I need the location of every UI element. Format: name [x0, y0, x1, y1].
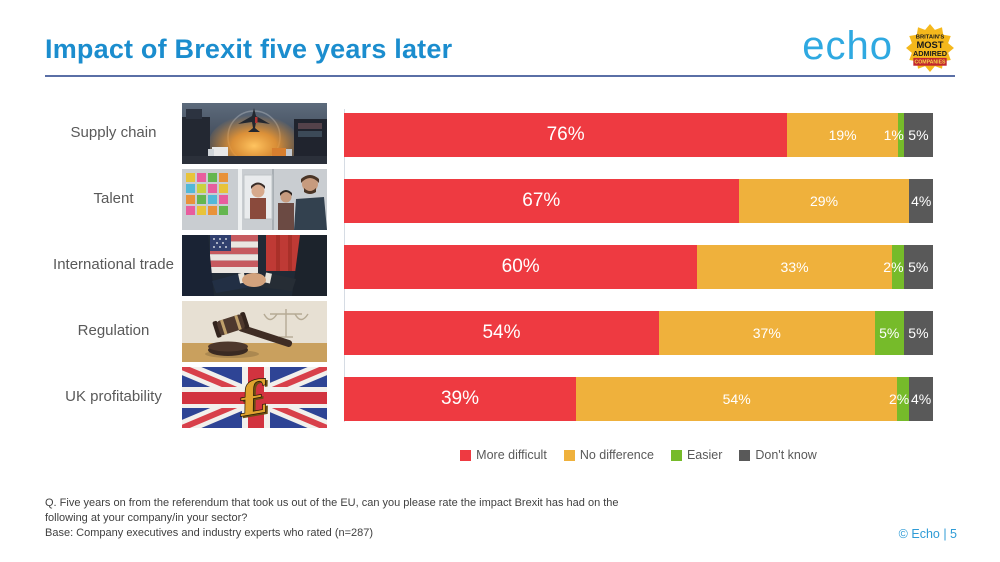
stacked-bar: 67% 29% 4% [344, 179, 933, 223]
svg-text:ADMIRED: ADMIRED [913, 49, 947, 58]
legend-swatch-icon [460, 449, 472, 461]
chart-row-international-trade: International trade [45, 235, 933, 296]
regulation-photo [182, 301, 327, 362]
bar-value-label: 2% [888, 391, 910, 407]
bar-value-label: 37% [752, 325, 781, 341]
brexit-impact-chart: Supply chain [45, 103, 933, 462]
legend-label: More difficult [476, 448, 547, 462]
uk-profitability-photo: £ £ [182, 367, 327, 428]
question-line-2: following at your company/in your sector… [45, 511, 248, 524]
logo-area: echo BRITAIN'S MOST ADMIRED COMPANIES [802, 24, 955, 72]
page-title: Impact of Brexit five years later [45, 34, 453, 64]
chart-row-talent: Talent [45, 169, 933, 230]
bar-segment: 60% [344, 245, 698, 289]
bar-segment: 2% [889, 377, 910, 421]
bar-segment: 2% [883, 245, 904, 289]
stacked-bar: 54% 37% 5% 5% [344, 311, 933, 355]
svg-text:BRITAIN'S: BRITAIN'S [916, 35, 945, 41]
chart-rows: Supply chain [45, 103, 933, 428]
category-label: Regulation [77, 322, 150, 340]
bar-value-label: 67% [522, 190, 561, 211]
footnote: Q. Five years on from the referendum tha… [45, 496, 619, 541]
bar-segment: 5% [903, 311, 933, 355]
legend-item: No difference [563, 448, 654, 462]
stacked-bar: 39% 54% 2% 4% [344, 377, 933, 421]
bar-value-label: 4% [910, 391, 932, 407]
bar-segment: 33% [697, 245, 892, 289]
svg-text:COMPANIES: COMPANIES [914, 60, 946, 66]
category-label: Talent [93, 190, 134, 208]
bar-segment: 76% [344, 113, 788, 157]
legend-label: No difference [579, 448, 654, 462]
base-note: Base: Company executives and industry ex… [45, 526, 374, 539]
bar-segment: 5% [874, 311, 904, 355]
chart-row-uk-profitability: UK profitability £ £ [45, 367, 933, 428]
stacked-bar: 60% 33% 2% 5% [344, 245, 933, 289]
legend-item: More difficult [460, 448, 547, 462]
chart-row-regulation: Regulation [45, 301, 933, 362]
legend-item: Don't know [739, 448, 817, 462]
legend-swatch-icon [670, 449, 682, 461]
talent-photo [182, 169, 327, 230]
international-trade-photo [182, 235, 327, 296]
chart-row-supply-chain: Supply chain [45, 103, 933, 164]
bar-segment: 4% [909, 179, 933, 223]
legend-label: Don't know [755, 448, 817, 462]
legend: More difficult No difference Easier Don't k… [344, 448, 933, 462]
page-reference: © Echo | 5 [898, 527, 957, 541]
bar-value-label: 76% [546, 124, 585, 145]
supply-chain-photo [182, 103, 327, 164]
bar-value-label: 33% [780, 259, 809, 275]
bar-segment: 37% [658, 311, 875, 355]
bar-segment: 29% [738, 179, 910, 223]
stacked-bar: 76% 19% 1% 5% [344, 113, 933, 157]
bar-value-label: 5% [908, 127, 929, 143]
bar-value-label: 54% [482, 322, 521, 343]
legend-swatch-icon [739, 449, 751, 461]
legend-item: Easier [670, 448, 723, 462]
bar-segment: 5% [903, 245, 933, 289]
echo-logo: echo [802, 24, 893, 68]
bar-value-label: 19% [828, 127, 857, 143]
bar-value-label: 39% [440, 388, 480, 409]
question-line-1: Q. Five years on from the referendum tha… [45, 497, 619, 509]
bar-value-label: 29% [810, 193, 839, 209]
bar-value-label: 5% [908, 325, 929, 341]
bar-segment: 4% [909, 377, 933, 421]
bar-segment: 1% [884, 113, 904, 157]
bar-segment: 54% [576, 377, 898, 421]
category-label: Supply chain [70, 124, 157, 142]
bar-segment: 54% [344, 311, 659, 355]
svg-text:MOST: MOST [916, 40, 943, 50]
header-divider [45, 75, 955, 77]
bar-segment: 5% [903, 113, 933, 157]
bar-segment: 67% [344, 179, 739, 223]
most-admired-badge-icon: BRITAIN'S MOST ADMIRED COMPANIES [906, 24, 954, 72]
bar-value-label: 4% [911, 193, 932, 209]
bar-value-label: 2% [883, 259, 904, 275]
bar-segment: 39% [344, 377, 577, 421]
bar-value-label: 1% [883, 127, 904, 143]
category-label: UK profitability [65, 388, 162, 406]
legend-label: Easier [686, 448, 723, 462]
bar-value-label: 5% [908, 259, 929, 275]
bar-segment: 19% [787, 113, 898, 157]
bar-value-label: 54% [722, 391, 751, 407]
legend-swatch-icon [563, 449, 575, 461]
category-label: International trade [53, 256, 174, 274]
bar-value-label: 5% [879, 325, 900, 341]
bar-value-label: 60% [501, 256, 540, 277]
